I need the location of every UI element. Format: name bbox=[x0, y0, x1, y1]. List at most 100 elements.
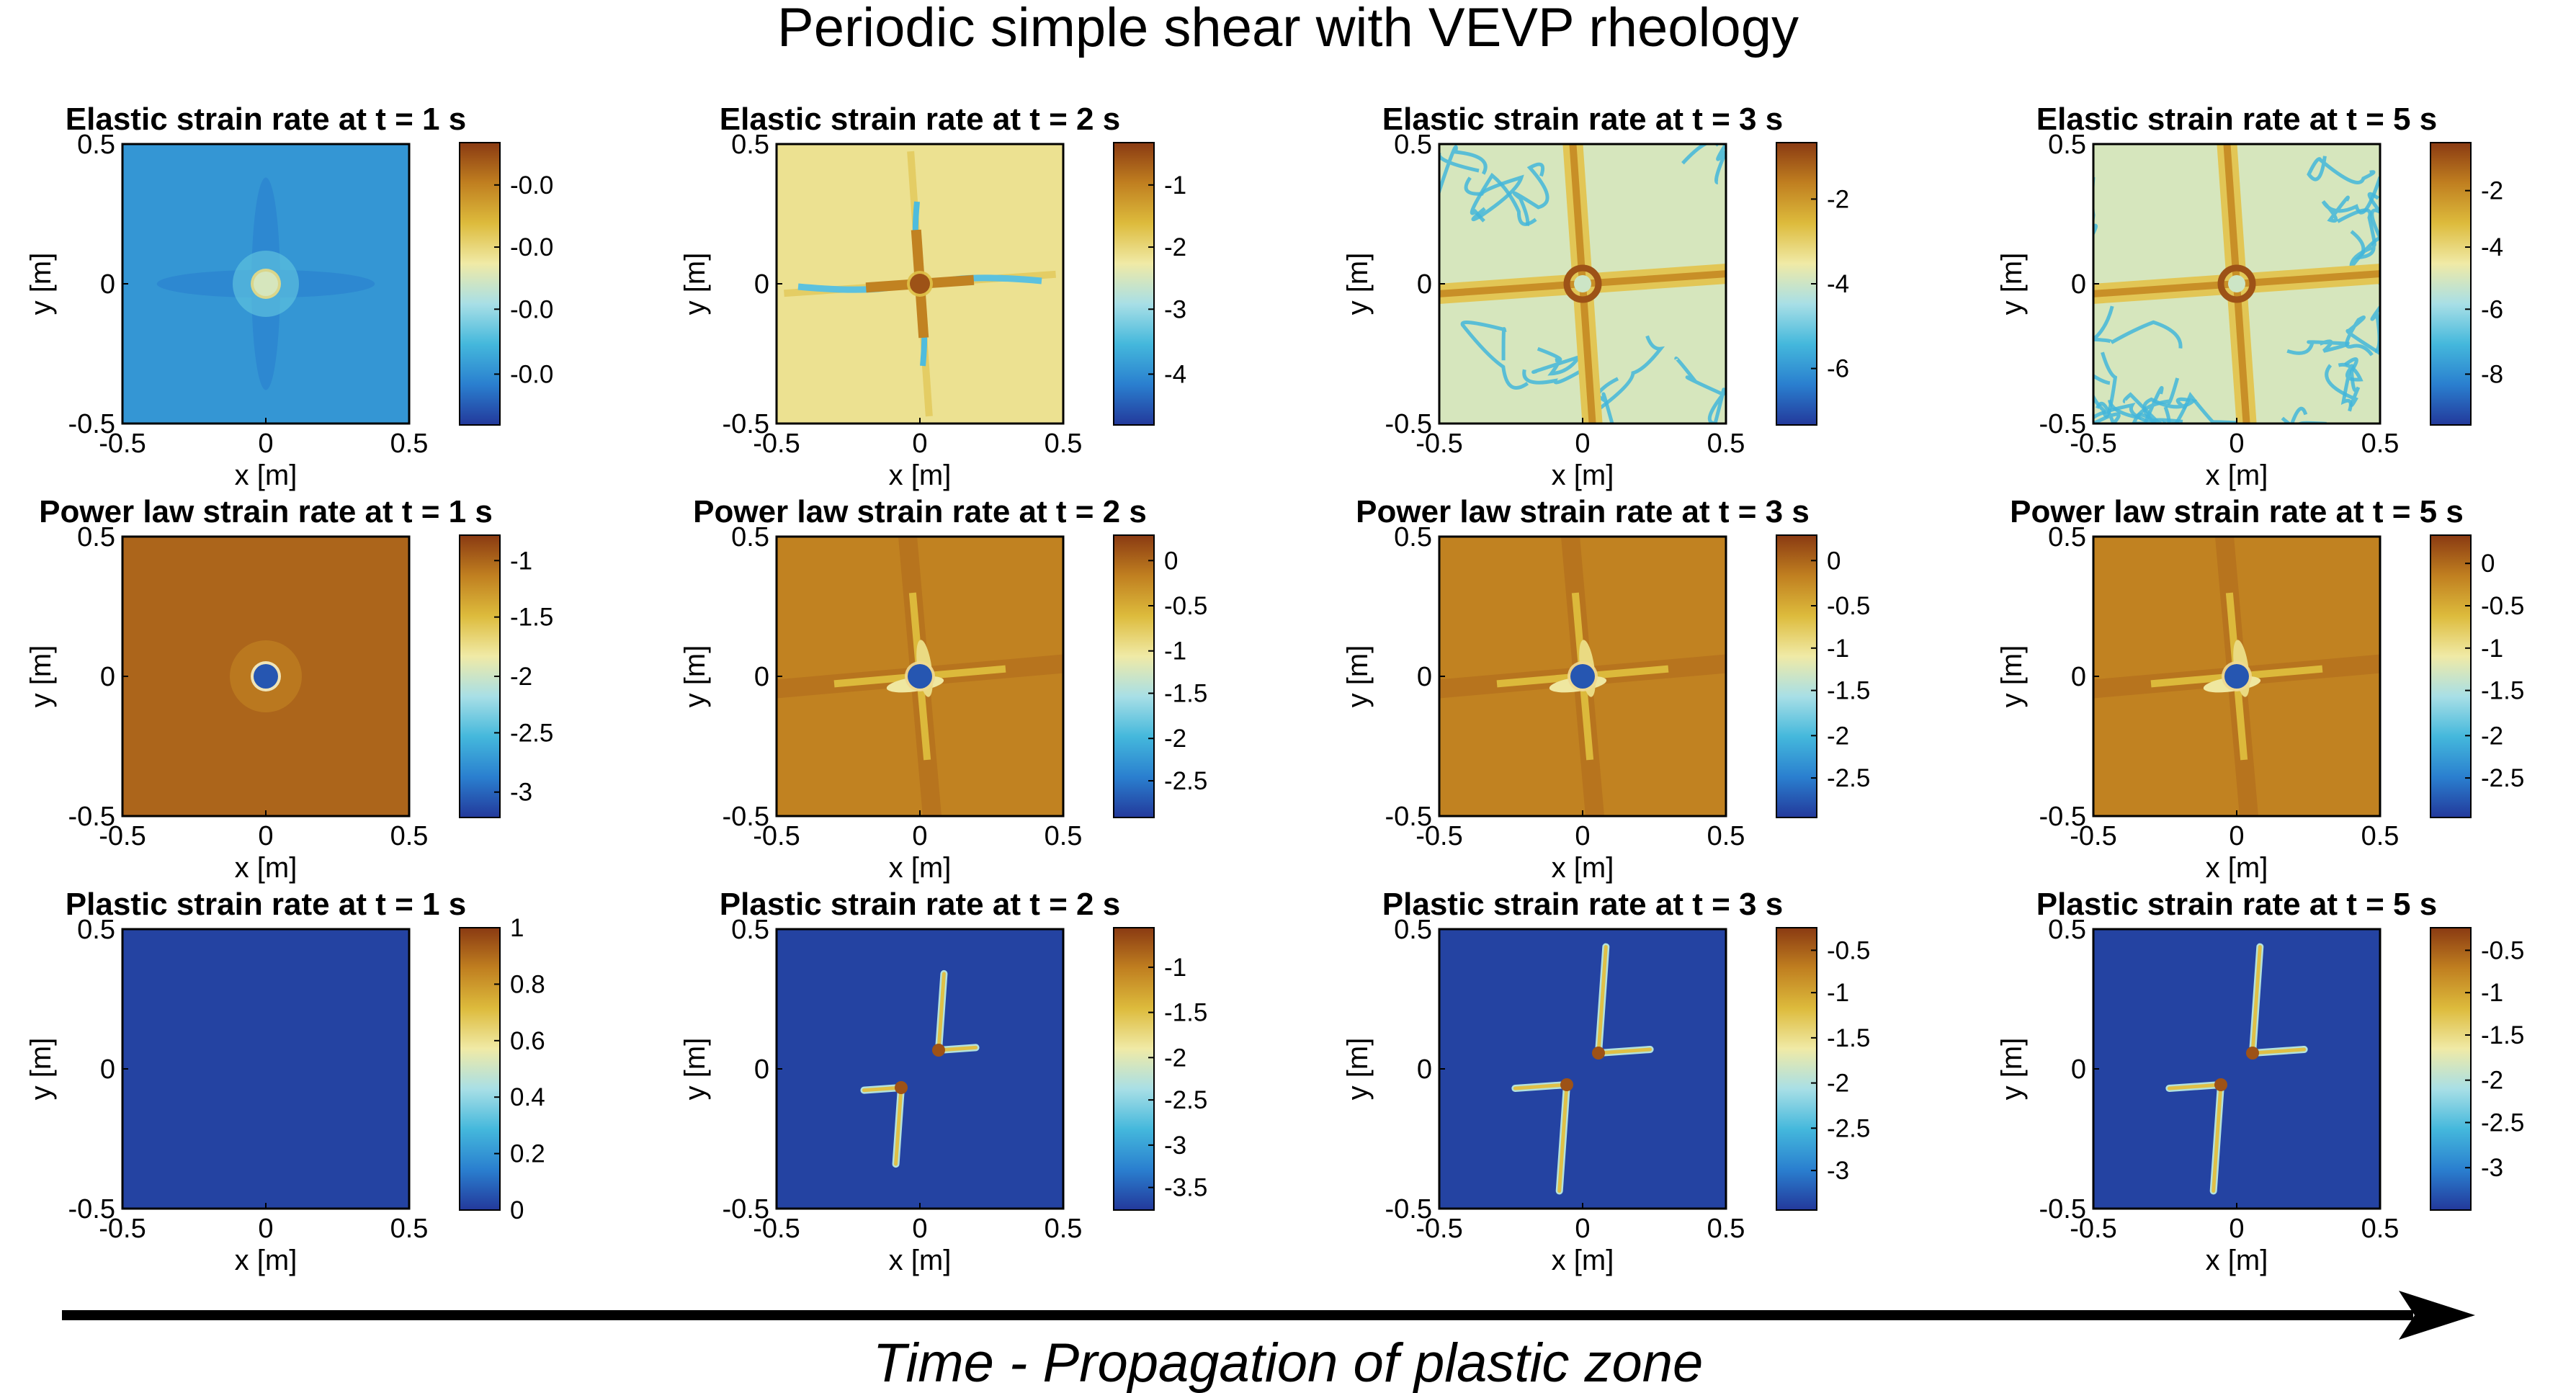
x-axis-label: x [m] bbox=[1552, 460, 1614, 491]
colorbar: 1 0.8 0.6 0.4 0.2 0 bbox=[459, 914, 545, 1224]
colorbar-tick-label: -1 bbox=[2481, 635, 2503, 663]
heatmap-panel-r3-c3: Plastic strain rate at t = 3 s -0.5 0 0.5 0.… bbox=[1342, 887, 1870, 1276]
plastic-hotspot bbox=[932, 1044, 945, 1057]
x-tick-label: 0.5 bbox=[1045, 1214, 1083, 1244]
y-tick-label: -0.5 bbox=[2039, 802, 2086, 832]
y-axis-label: y [m] bbox=[1342, 645, 1374, 708]
colorbar-tick-label: -1.5 bbox=[2481, 1021, 2524, 1049]
x-tick-label: 0.5 bbox=[390, 429, 429, 459]
x-tick-label: 0 bbox=[912, 429, 927, 459]
plastic-band bbox=[936, 972, 946, 1052]
colorbar: 0 -0.5 -1 -1.5 -2 -2.5 bbox=[1113, 534, 1207, 818]
heatmap-field bbox=[1439, 537, 1726, 816]
y-tick-label: 0 bbox=[100, 1054, 115, 1085]
heatmap-field bbox=[777, 537, 1063, 816]
colorbar-gradient-bar bbox=[2430, 927, 2472, 1211]
x-tick-label: 0 bbox=[912, 1214, 927, 1244]
x-axis-label: x [m] bbox=[235, 460, 298, 491]
y-tick-label: -0.5 bbox=[723, 1194, 769, 1224]
colorbar-tick-label: -2 bbox=[1164, 1044, 1186, 1072]
y-tick-label: 0.5 bbox=[2048, 915, 2086, 945]
plastic-hotspot bbox=[2214, 1078, 2227, 1091]
x-tick-label: 0 bbox=[258, 429, 273, 459]
x-tick-label: 0 bbox=[1575, 1214, 1590, 1244]
y-axis-label: y [m] bbox=[679, 645, 711, 708]
strain-band-trace bbox=[2345, 315, 2380, 357]
colorbar-tick-label: -2.5 bbox=[2481, 1108, 2524, 1137]
x-tick-label: 0 bbox=[1575, 429, 1590, 459]
colorbar-tick-label: -0.0 bbox=[510, 360, 553, 388]
y-tick-label: 0 bbox=[2071, 269, 2086, 300]
heatmap-panel-r2-c3: Power law strain rate at t = 3 s -0.5 0 0.5… bbox=[1342, 494, 1870, 884]
y-tick-label: 0 bbox=[2071, 662, 2086, 692]
y-tick-label: -0.5 bbox=[68, 802, 115, 832]
panel-title: Power law strain rate at t = 1 s bbox=[39, 494, 493, 529]
y-axis-label: y [m] bbox=[679, 253, 711, 315]
x-tick-label: -0.5 bbox=[99, 821, 146, 851]
heatmap-panel-r3-c1: Plastic strain rate at t = 1 s -0.5 0 0.5 0.… bbox=[25, 887, 545, 1276]
figure-caption: Time - Propagation of plastic zone bbox=[873, 1332, 1704, 1393]
colorbar-tick-label: -3 bbox=[1164, 295, 1186, 323]
colorbar-tick-label: -0.0 bbox=[510, 171, 553, 200]
x-tick-label: 0.5 bbox=[1707, 1214, 1745, 1244]
colorbar-gradient-bar bbox=[2430, 534, 2472, 818]
time-arrow bbox=[62, 1291, 2475, 1340]
x-tick-label: 0.5 bbox=[390, 821, 429, 851]
colorbar-tick-label: -2 bbox=[1827, 185, 1849, 213]
colorbar: 0 -0.5 -1 -1.5 -2 -2.5 bbox=[2430, 534, 2524, 818]
plastic-band bbox=[894, 1085, 903, 1166]
colorbar-tick-label: -0.5 bbox=[2481, 936, 2524, 964]
y-tick-label: 0.5 bbox=[77, 915, 115, 945]
heatmap-field bbox=[122, 537, 409, 816]
panel-title: Power law strain rate at t = 2 s bbox=[693, 494, 1147, 529]
colorbar: -1 -2 -3 -4 bbox=[1113, 142, 1186, 426]
colorbar-tick-label: -1 bbox=[1164, 637, 1186, 666]
inclusion bbox=[2224, 664, 2249, 689]
colorbar-tick-label: -2 bbox=[1164, 233, 1186, 261]
plastic-band bbox=[2167, 1083, 2223, 1090]
y-tick-label: -0.5 bbox=[1385, 1194, 1432, 1224]
x-tick-label: 0.5 bbox=[1707, 821, 1745, 851]
plastic-band bbox=[2250, 1047, 2307, 1055]
inclusion bbox=[1570, 664, 1595, 689]
x-tick-label: 0.5 bbox=[390, 1214, 429, 1244]
x-axis-label: x [m] bbox=[1552, 852, 1614, 884]
y-axis-label: y [m] bbox=[25, 645, 57, 708]
x-axis-label: x [m] bbox=[889, 852, 952, 884]
panel-title: Plastic strain rate at t = 2 s bbox=[720, 887, 1120, 922]
y-tick-label: -0.5 bbox=[2039, 409, 2086, 439]
colorbar-tick-label: 0.2 bbox=[510, 1140, 545, 1168]
colorbar-tick-label: -2 bbox=[510, 663, 532, 691]
plastic-band bbox=[2211, 1083, 2223, 1193]
right-arrow-icon bbox=[2399, 1291, 2475, 1340]
colorbar: -0.5 -1 -1.5 -2 -2.5 -3 bbox=[2430, 927, 2524, 1211]
y-tick-label: 0.5 bbox=[731, 915, 769, 945]
colorbar-tick-label: -2 bbox=[2481, 177, 2503, 205]
x-tick-label: 0.5 bbox=[2361, 821, 2400, 851]
y-tick-label: 0 bbox=[1417, 1054, 1432, 1085]
x-tick-label: -0.5 bbox=[2070, 821, 2116, 851]
inclusion bbox=[1574, 275, 1591, 292]
y-tick-label: 0.5 bbox=[77, 130, 115, 160]
colorbar: -0.0 -0.0 -0.0 -0.0 bbox=[459, 142, 553, 426]
colorbar-tick-label: -2 bbox=[2481, 1067, 2503, 1095]
panel-title: Power law strain rate at t = 3 s bbox=[1356, 494, 1810, 529]
plastic-band bbox=[1596, 945, 1608, 1055]
colorbar-tick-label: -3 bbox=[2481, 1154, 2503, 1182]
colorbar-gradient-bar bbox=[1776, 142, 1817, 426]
y-tick-label: 0 bbox=[754, 662, 769, 692]
x-tick-label: 0.5 bbox=[1045, 429, 1083, 459]
colorbar-tick-label: -1.5 bbox=[1164, 680, 1207, 708]
inclusion-ring bbox=[2217, 264, 2256, 303]
colorbar-tick-label: -1 bbox=[1164, 171, 1186, 200]
heatmap-panel-r2-c2: Power law strain rate at t = 2 s -0.5 0 0.5… bbox=[679, 494, 1207, 884]
y-tick-label: -0.5 bbox=[2039, 1194, 2086, 1224]
plastic-hotspot bbox=[1592, 1047, 1605, 1060]
x-tick-label: 0 bbox=[2229, 1214, 2244, 1244]
x-axis-label: x [m] bbox=[889, 460, 952, 491]
panels-grid: Elastic strain rate at t = 1 s -0.5 0 0.5 0.… bbox=[25, 102, 2524, 1276]
colorbar-tick-label: -1 bbox=[2481, 979, 2503, 1007]
y-axis-label: y [m] bbox=[679, 1038, 711, 1101]
heatmap-panel-r1-c2: Elastic strain rate at t = 2 s -0.5 0 0.5 0.… bbox=[679, 102, 1186, 491]
